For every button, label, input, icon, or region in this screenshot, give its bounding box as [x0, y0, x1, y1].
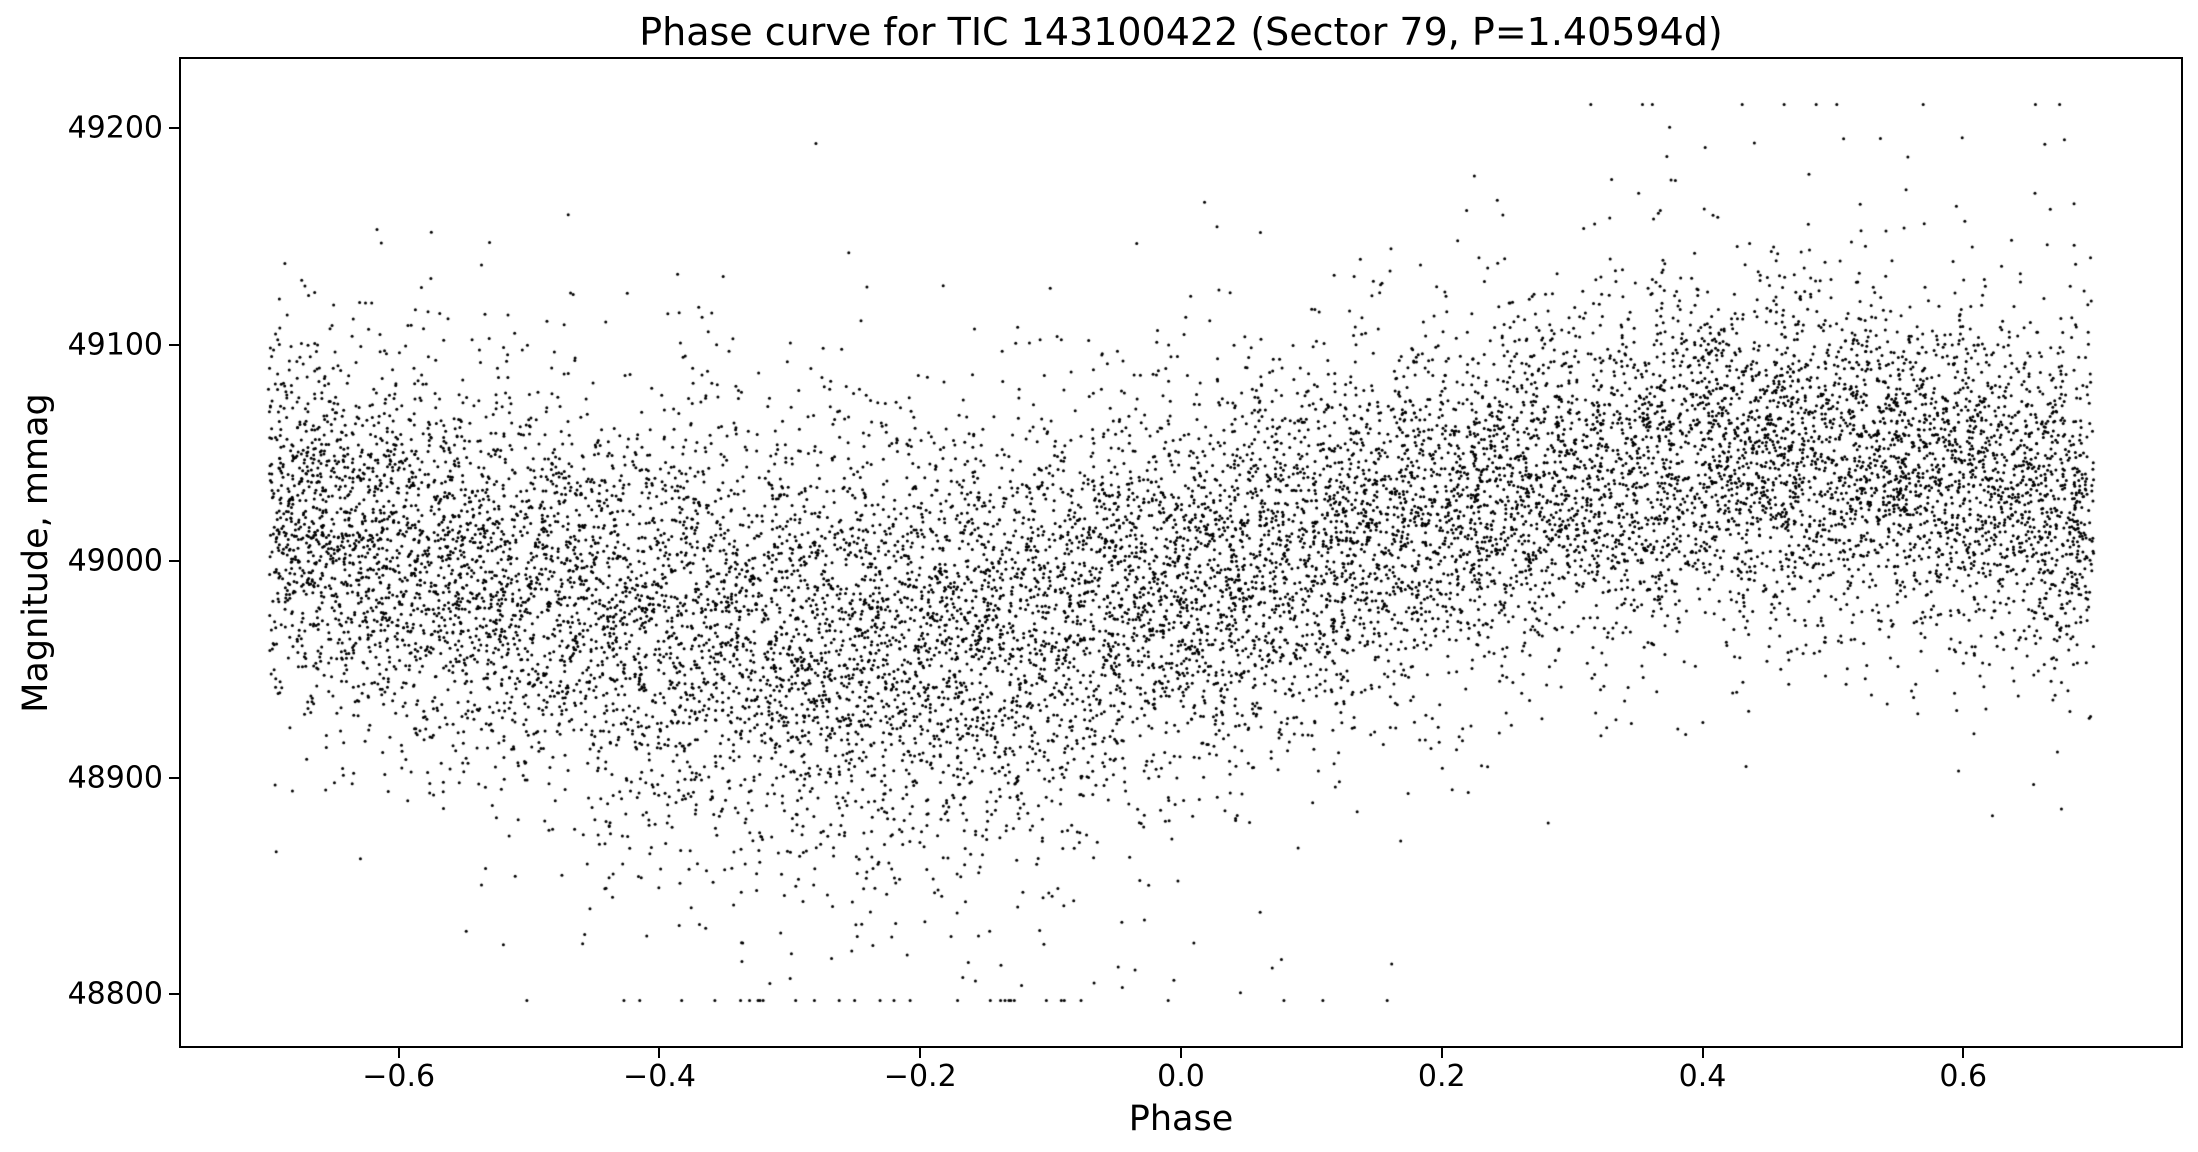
x-tick-mark	[919, 1048, 922, 1058]
x-tick-label: −0.6	[362, 1059, 436, 1094]
y-tick-mark	[169, 776, 179, 779]
y-tick-label: 49000	[67, 543, 163, 579]
x-tick-label: −0.4	[623, 1059, 696, 1094]
y-tick-mark	[169, 343, 179, 346]
y-tick-label: 48900	[67, 760, 163, 796]
x-tick-label: −0.2	[883, 1059, 957, 1094]
x-tick-mark	[397, 1048, 400, 1058]
scatter-points-canvas	[181, 59, 2181, 1046]
y-tick-label: 49100	[67, 327, 163, 363]
x-tick-label: 0.6	[1939, 1059, 1988, 1094]
y-tick-mark	[169, 993, 179, 996]
y-axis-label: Magnitude, mmag	[15, 393, 56, 713]
y-tick-mark	[169, 560, 179, 563]
chart-title: Phase curve for TIC 143100422 (Sector 79…	[639, 10, 1723, 54]
y-tick-mark	[169, 127, 179, 130]
x-tick-label: 0.2	[1417, 1059, 1466, 1094]
y-tick-label: 48800	[67, 976, 163, 1012]
x-tick-label: 0.0	[1157, 1059, 1205, 1094]
x-tick-mark	[1180, 1048, 1182, 1058]
x-axis-label: Phase	[1128, 1099, 1234, 1139]
x-tick-label: 0.4	[1678, 1059, 1727, 1094]
x-tick-mark	[658, 1048, 661, 1058]
x-tick-mark	[1440, 1048, 1443, 1058]
x-tick-mark	[1701, 1048, 1704, 1058]
x-tick-mark	[1962, 1048, 1965, 1058]
y-tick-label: 49200	[67, 110, 163, 146]
